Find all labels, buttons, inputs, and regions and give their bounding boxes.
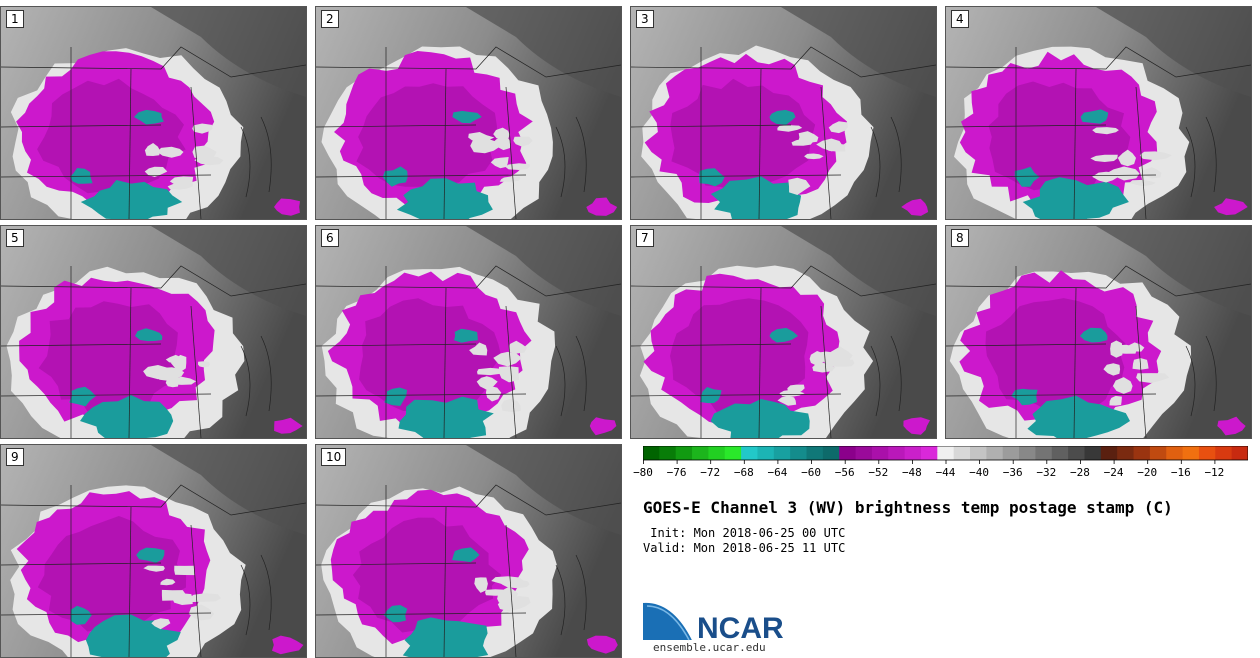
colorbar-swatch: [724, 446, 742, 460]
colorbar-tick-label: −32: [1036, 466, 1057, 479]
colorbar-swatch: [920, 446, 938, 460]
colorbar-swatch: [1215, 446, 1233, 460]
colorbar-tick-label: −76: [666, 466, 687, 479]
panel-number: 7: [636, 229, 654, 247]
panel-number: 5: [6, 229, 24, 247]
colorbar-tick-label: −12: [1204, 466, 1225, 479]
map-panel-4: 4: [945, 6, 1252, 220]
colorbar-tick-label: −48: [901, 466, 922, 479]
colorbar-swatch: [1182, 446, 1200, 460]
panel-number: 8: [951, 229, 969, 247]
map-panel-8: 8: [945, 225, 1252, 439]
colorbar-swatch: [904, 446, 922, 460]
colorbar-tick-label: −52: [868, 466, 889, 479]
colorbar-swatch: [822, 446, 840, 460]
colorbar: [642, 445, 1249, 470]
colorbar-swatch: [855, 446, 873, 460]
colorbar-swatch: [773, 446, 791, 460]
logo-text: NCAR: [697, 612, 784, 642]
colorbar-swatch: [871, 446, 889, 460]
colorbar-swatch: [888, 446, 906, 460]
colorbar-swatch: [675, 446, 693, 460]
logo-url: ensemble.ucar.edu: [653, 641, 766, 654]
colorbar-tick-label: −40: [969, 466, 990, 479]
colorbar-swatch: [1231, 446, 1249, 460]
panel-number: 6: [321, 229, 339, 247]
colorbar-swatch: [986, 446, 1004, 460]
colorbar-tick-label: −80: [633, 466, 653, 479]
panel-number: 9: [6, 448, 24, 466]
colorbar-swatch: [741, 446, 758, 460]
colorbar-swatch: [839, 446, 857, 460]
colorbar-swatch: [790, 446, 808, 460]
init-time: Init: Mon 2018-06-25 00 UTC: [643, 526, 846, 540]
map-panel-3: 3: [630, 6, 937, 220]
panel-number: 2: [321, 10, 339, 28]
colorbar-swatch: [1166, 446, 1184, 460]
colorbar-tick-label: −28: [1070, 466, 1090, 479]
colorbar-swatch: [953, 446, 971, 460]
map-panel-5: 5: [0, 225, 307, 439]
map-panel-1: 1: [0, 6, 307, 220]
colorbar-tick-label: −60: [801, 466, 821, 479]
colorbar-swatch: [1051, 446, 1069, 460]
colorbar-swatch: [692, 446, 709, 460]
panel-number: 4: [951, 10, 969, 28]
colorbar-swatch: [1068, 446, 1085, 460]
colorbar-swatch: [1002, 446, 1020, 460]
colorbar-tick-label: −36: [1002, 466, 1023, 479]
map-panel-2: 2: [315, 6, 622, 220]
colorbar-tick-label: −72: [700, 466, 721, 479]
colorbar-swatch: [1133, 446, 1151, 460]
colorbar-tick-label: −68: [733, 466, 754, 479]
map-panel-6: 6: [315, 225, 622, 439]
map-panel-9: 9: [0, 444, 307, 658]
ncar-logo: NCAR: [642, 600, 793, 646]
colorbar-swatch: [1019, 446, 1036, 460]
colorbar-swatch: [1100, 446, 1118, 460]
colorbar-swatch: [1149, 446, 1167, 460]
colorbar-tick-label: −24: [1103, 466, 1124, 479]
colorbar-swatch: [659, 446, 677, 460]
panel-number: 10: [321, 448, 347, 466]
colorbar-swatch: [1117, 446, 1135, 460]
colorbar-swatch: [970, 446, 987, 460]
colorbar-swatch: [1084, 446, 1102, 460]
colorbar-tick-label: −20: [1137, 466, 1158, 479]
colorbar-swatch: [1035, 446, 1053, 460]
colorbar-tick-label: −44: [935, 466, 956, 479]
colorbar-swatch: [937, 446, 955, 460]
colorbar-tick-label: −16: [1170, 466, 1191, 479]
colorbar-swatch: [708, 446, 726, 460]
colorbar-swatch: [806, 446, 824, 460]
panel-number: 3: [636, 10, 654, 28]
valid-time: Valid: Mon 2018-06-25 11 UTC: [643, 541, 846, 555]
map-panel-10: 10: [315, 444, 622, 658]
colorbar-swatch: [643, 446, 660, 460]
figure-title: GOES-E Channel 3 (WV) brightness temp po…: [643, 498, 1173, 517]
colorbar-swatch: [757, 446, 775, 460]
map-panel-7: 7: [630, 225, 937, 439]
panel-number: 1: [6, 10, 24, 28]
colorbar-swatch: [1198, 446, 1216, 460]
colorbar-tick-label: −64: [767, 466, 788, 479]
colorbar-tick-label: −56: [834, 466, 855, 479]
